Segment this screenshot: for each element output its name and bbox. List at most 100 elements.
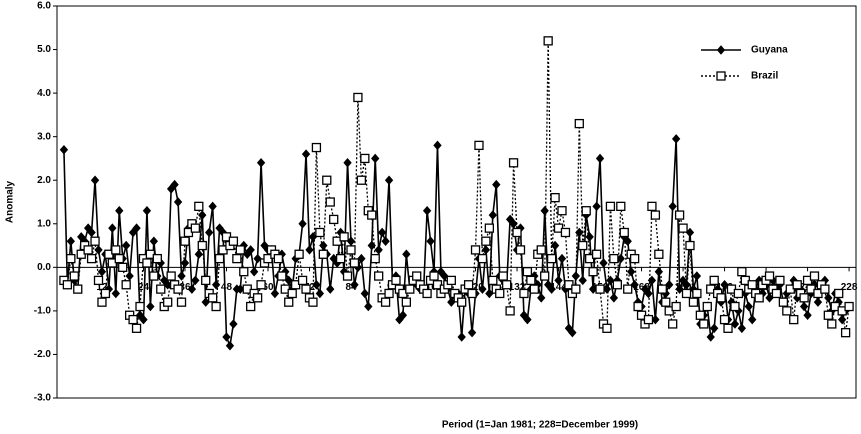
point bbox=[568, 327, 577, 338]
point bbox=[128, 314, 138, 325]
y-tick-label: 4.0 bbox=[37, 88, 51, 99]
point bbox=[398, 310, 408, 321]
point bbox=[668, 201, 677, 212]
point bbox=[166, 271, 176, 281]
point bbox=[609, 253, 619, 264]
point bbox=[118, 262, 128, 272]
point bbox=[356, 175, 367, 185]
point bbox=[519, 288, 529, 299]
point bbox=[674, 210, 685, 220]
point bbox=[97, 297, 107, 307]
point bbox=[609, 293, 619, 303]
point bbox=[578, 240, 588, 251]
point bbox=[357, 253, 366, 264]
point bbox=[720, 279, 729, 290]
point bbox=[571, 271, 580, 281]
point bbox=[402, 249, 411, 260]
x-tick-label: 60 bbox=[262, 282, 274, 293]
legend-label: Guyana bbox=[751, 45, 788, 56]
point bbox=[799, 301, 809, 312]
point bbox=[277, 271, 287, 281]
point bbox=[405, 284, 415, 294]
point bbox=[111, 288, 120, 299]
point bbox=[557, 253, 567, 264]
point bbox=[470, 245, 481, 255]
point bbox=[83, 245, 93, 255]
point bbox=[730, 301, 740, 312]
point bbox=[550, 192, 560, 203]
point bbox=[349, 258, 360, 268]
point bbox=[492, 179, 501, 190]
point bbox=[540, 205, 549, 216]
point bbox=[170, 179, 179, 190]
point bbox=[194, 201, 204, 212]
point bbox=[326, 284, 335, 294]
x-tick-label: 12 bbox=[96, 282, 108, 293]
y-axis-title: Anomaly bbox=[5, 180, 16, 223]
point bbox=[748, 314, 757, 325]
point bbox=[754, 293, 764, 303]
point bbox=[509, 219, 518, 229]
point bbox=[792, 280, 802, 290]
point bbox=[574, 118, 584, 129]
point bbox=[668, 319, 678, 329]
point bbox=[205, 227, 214, 238]
y-tick-label: 5.0 bbox=[37, 44, 51, 55]
point bbox=[605, 201, 616, 212]
point bbox=[488, 210, 497, 220]
point bbox=[515, 245, 526, 255]
point bbox=[301, 284, 311, 294]
point bbox=[131, 323, 142, 333]
point bbox=[578, 275, 587, 286]
point bbox=[737, 323, 747, 334]
point bbox=[463, 280, 474, 290]
point bbox=[730, 319, 740, 329]
point bbox=[374, 245, 383, 255]
point bbox=[478, 284, 487, 294]
point bbox=[270, 288, 280, 299]
point bbox=[775, 275, 785, 286]
point bbox=[235, 245, 245, 255]
point bbox=[93, 275, 104, 286]
point bbox=[249, 266, 259, 277]
point bbox=[353, 92, 363, 103]
y-tick-label: 2.0 bbox=[37, 175, 51, 186]
point bbox=[246, 245, 255, 255]
point bbox=[422, 288, 432, 299]
point bbox=[211, 279, 221, 290]
legend-box bbox=[696, 34, 796, 90]
point bbox=[114, 253, 124, 264]
point bbox=[591, 249, 602, 259]
point bbox=[135, 301, 145, 312]
point bbox=[837, 314, 847, 325]
point bbox=[239, 267, 249, 277]
point bbox=[246, 301, 256, 312]
point bbox=[384, 175, 394, 185]
point bbox=[744, 301, 753, 312]
point bbox=[844, 301, 854, 312]
point bbox=[256, 280, 266, 290]
point bbox=[142, 258, 152, 268]
point bbox=[840, 328, 851, 338]
point bbox=[588, 267, 598, 277]
point bbox=[301, 149, 311, 159]
point bbox=[560, 227, 571, 238]
point bbox=[820, 284, 830, 294]
point bbox=[782, 306, 792, 316]
point bbox=[647, 201, 657, 212]
point bbox=[522, 267, 533, 277]
legend-label: Brazil bbox=[751, 71, 778, 82]
point bbox=[381, 236, 390, 246]
point bbox=[502, 280, 512, 290]
point bbox=[191, 275, 200, 286]
point bbox=[190, 223, 201, 233]
point bbox=[207, 293, 218, 303]
point bbox=[335, 253, 346, 264]
point bbox=[346, 245, 356, 255]
point bbox=[197, 240, 207, 251]
point bbox=[232, 253, 242, 264]
point bbox=[62, 280, 73, 290]
point bbox=[627, 266, 636, 277]
point bbox=[543, 36, 553, 46]
